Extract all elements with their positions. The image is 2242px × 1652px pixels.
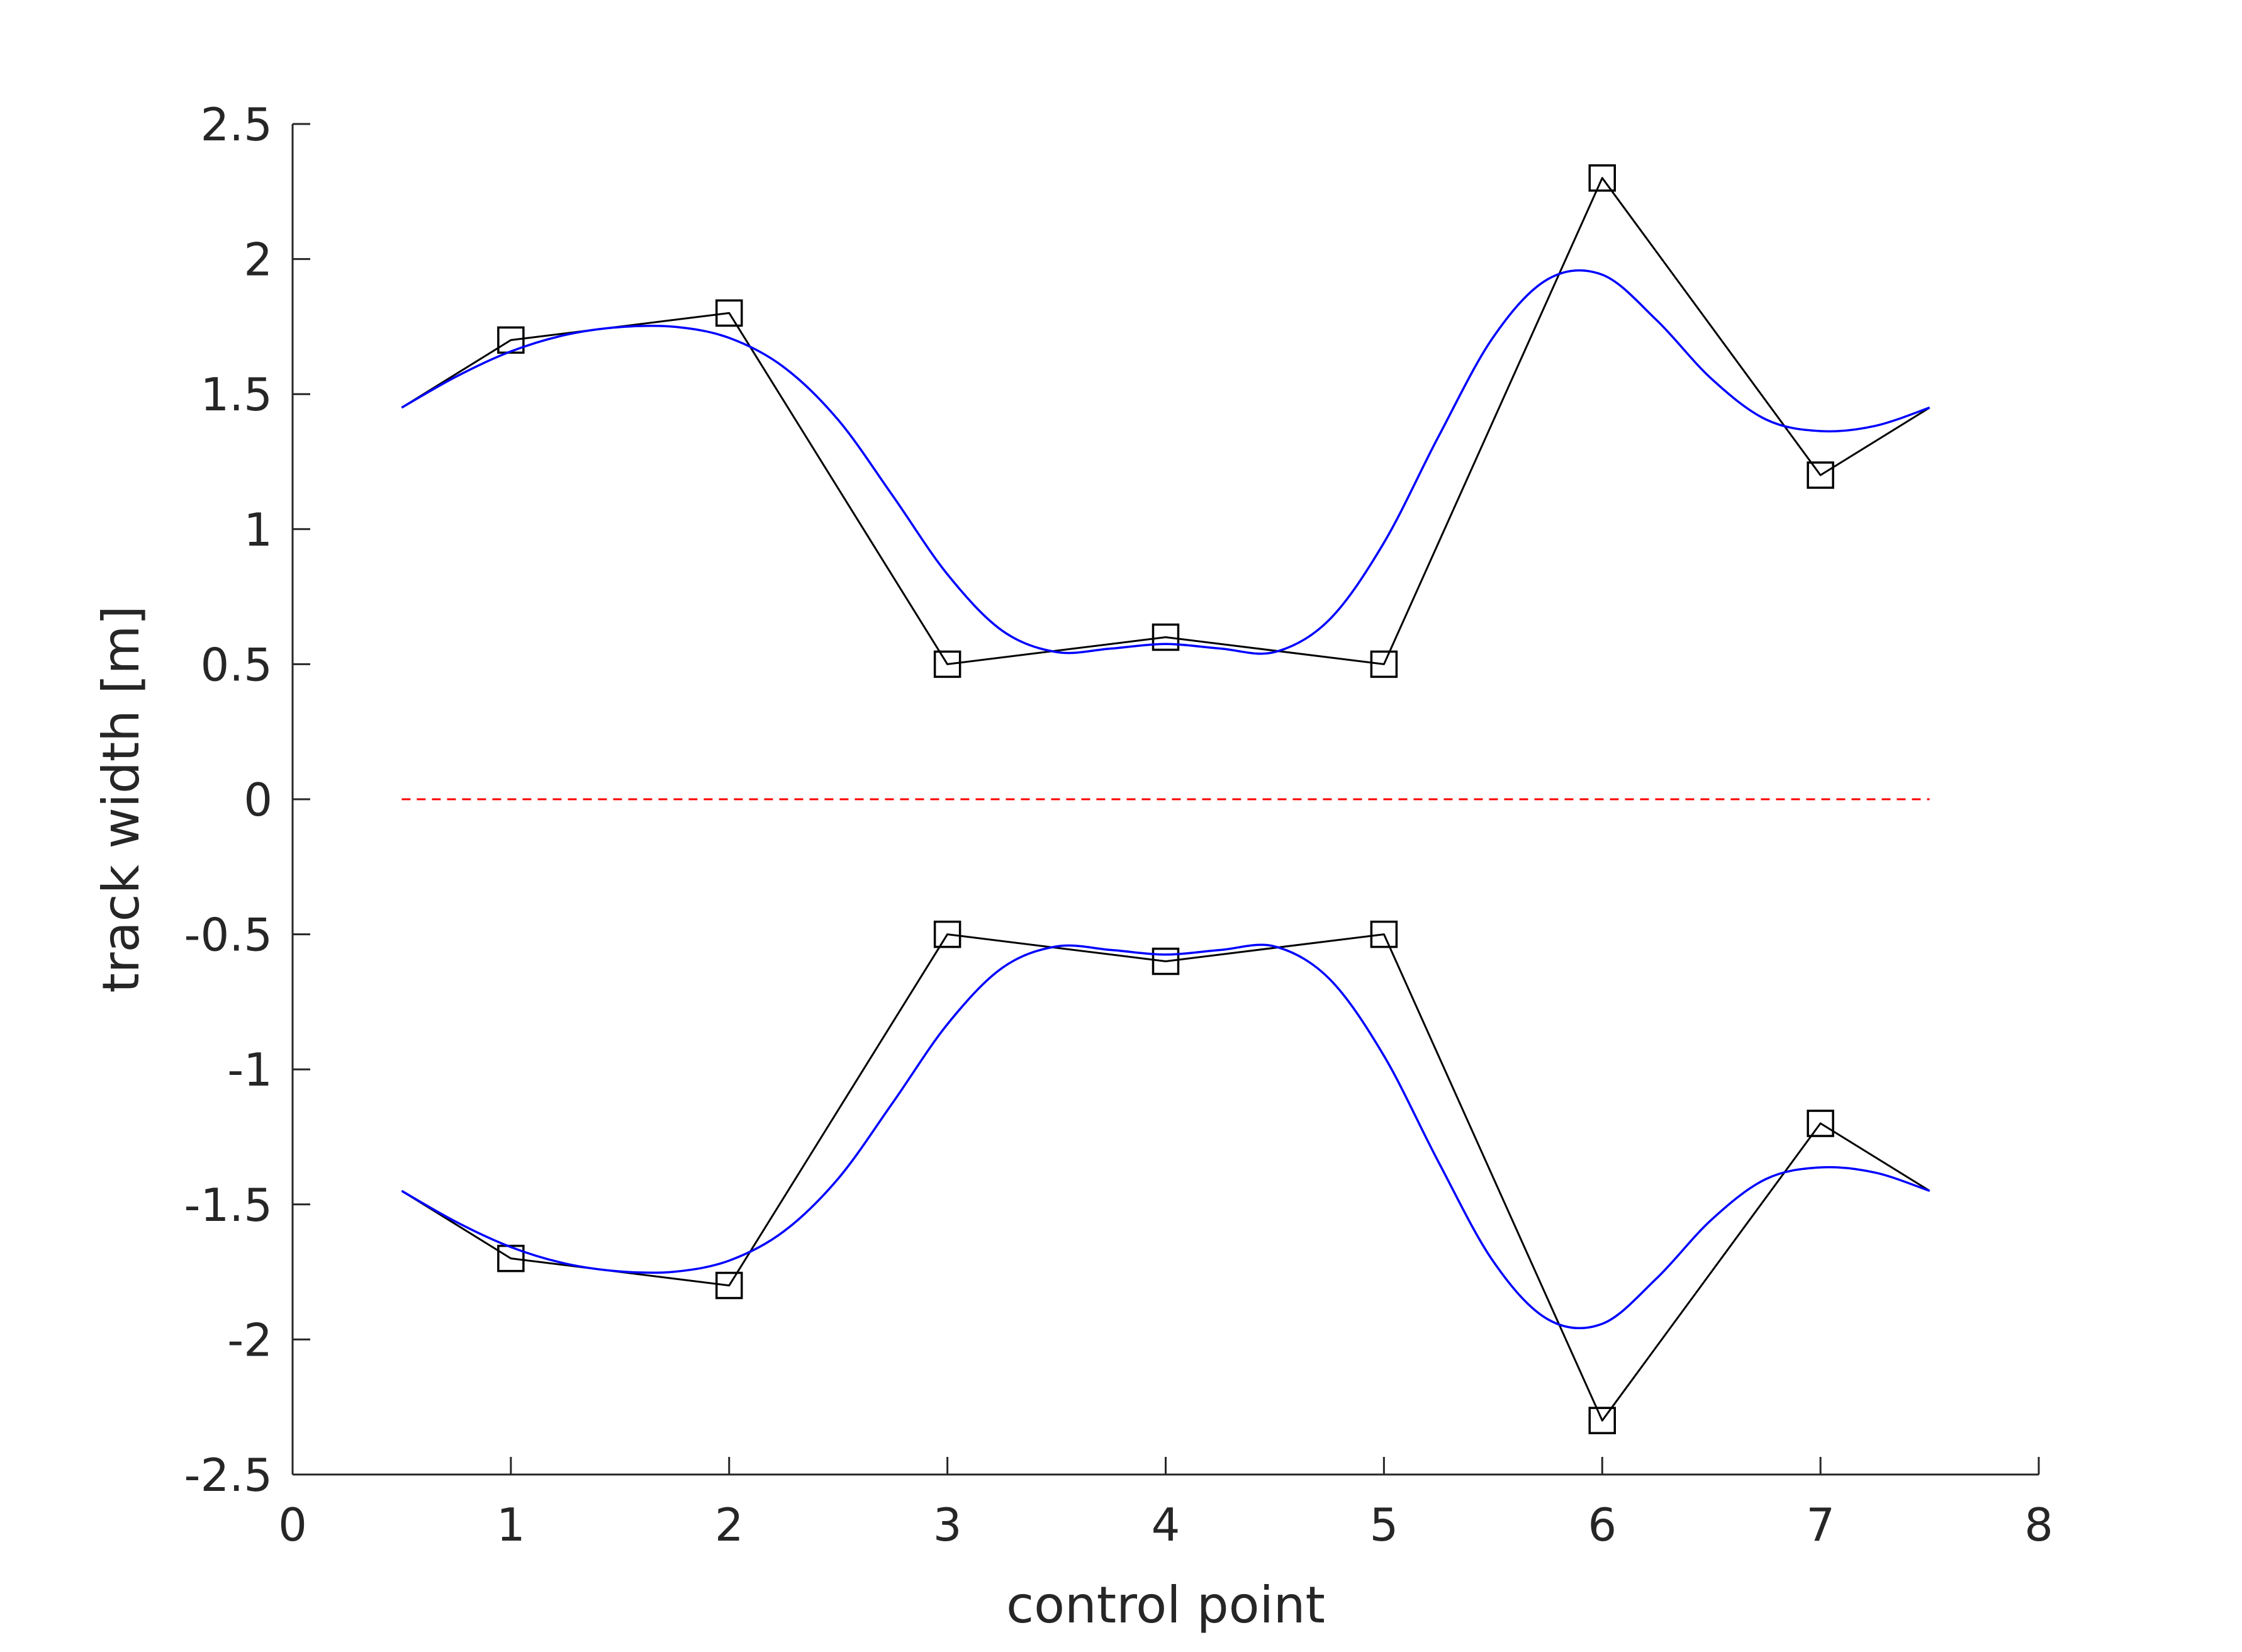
y-tick-label: 1 [244, 503, 272, 556]
y-tick-label: -1.5 [184, 1179, 272, 1232]
x-tick-label: 6 [1588, 1498, 1617, 1551]
control-point-marker [497, 1244, 525, 1273]
control-point-marker [1588, 1407, 1616, 1434]
y-tick-label: -2 [227, 1313, 272, 1366]
plot-area [401, 164, 1931, 1434]
y-tick-label: -1 [227, 1043, 272, 1096]
y-tick-label: 2 [244, 233, 272, 286]
y-tick-label: 0.5 [200, 638, 272, 691]
control-point-marker [1807, 461, 1834, 489]
control-point-marker [1152, 947, 1180, 975]
x-axis-ticks: 0 1 2 3 4 5 6 7 8 [278, 1457, 2053, 1551]
control-point-marker [715, 299, 743, 327]
control-point-marker [497, 326, 525, 354]
y-tick-label: 0 [244, 773, 272, 826]
y-tick-label: 2.5 [200, 98, 272, 151]
x-tick-label: 7 [1806, 1498, 1835, 1551]
y-axis-title: track width [m] [92, 605, 150, 992]
y-axis-ticks: -2.5 -2 -1.5 -1 -0.5 0 0.5 1 1.5 2 2.5 [184, 98, 310, 1502]
x-tick-label: 3 [933, 1498, 962, 1551]
spline-curve-3 [401, 943, 1931, 1330]
control-point-marker [933, 920, 961, 948]
control-point-marker [1370, 920, 1398, 948]
x-tick-label: 5 [1369, 1498, 1398, 1551]
control-point-marker [715, 1271, 743, 1300]
x-tick-label: 1 [496, 1498, 525, 1551]
y-tick-label: 1.5 [200, 368, 272, 421]
control-point-marker [1588, 164, 1616, 192]
x-tick-label: 4 [1152, 1498, 1180, 1551]
control-point-marker [1152, 623, 1180, 651]
control-point-marker [1807, 1110, 1834, 1137]
y-tick-label: -2.5 [184, 1449, 272, 1502]
x-tick-label: 8 [2024, 1498, 2053, 1551]
x-axis-title: control point [1006, 1576, 1325, 1634]
spline-curve-2 [401, 269, 1931, 655]
x-tick-label: 2 [715, 1498, 744, 1551]
control-point-marker [1370, 650, 1398, 678]
y-tick-label: -0.5 [184, 909, 272, 962]
x-tick-label: 0 [278, 1498, 307, 1551]
control-point-marker [933, 650, 961, 678]
